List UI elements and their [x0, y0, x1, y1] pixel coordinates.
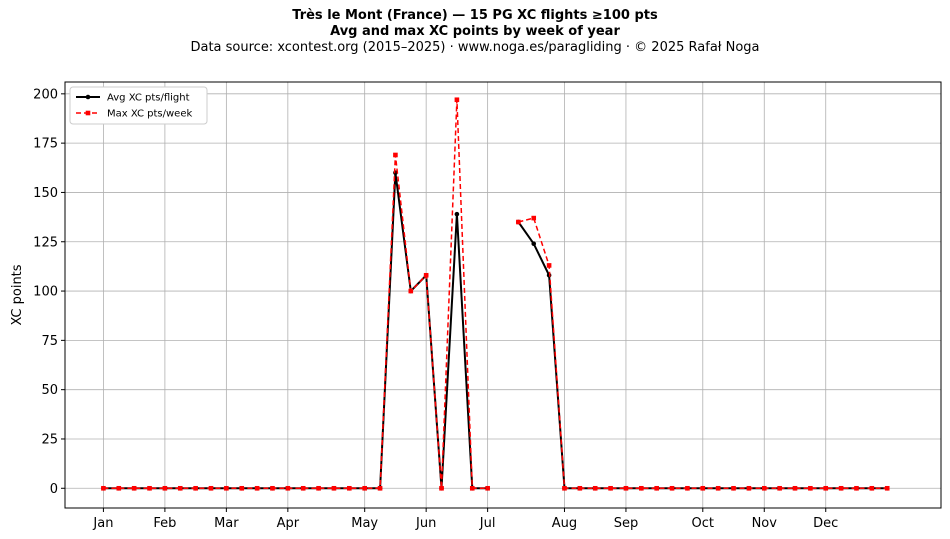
chart-source-note: Data source: xcontest.org (2015–2025) · …	[190, 40, 760, 55]
data-point	[746, 485, 752, 491]
data-point	[300, 485, 306, 491]
data-point	[239, 485, 245, 491]
data-point	[531, 241, 537, 247]
data-point	[377, 485, 383, 491]
data-point	[623, 485, 629, 491]
data-point	[654, 485, 659, 491]
x-tick-label: Mar	[214, 516, 239, 531]
data-point	[454, 97, 460, 103]
data-point	[777, 485, 782, 491]
data-point	[454, 211, 460, 217]
y-tick-label: 200	[33, 87, 58, 102]
data-point	[162, 485, 168, 491]
series-avg	[101, 170, 890, 491]
legend-label: Max XC pts/week	[107, 109, 192, 120]
data-point	[347, 485, 352, 491]
x-tick-label: Jan	[92, 516, 113, 531]
data-point	[208, 485, 214, 491]
y-axis-label: XC points	[10, 264, 25, 325]
x-tick-label: Nov	[752, 516, 778, 531]
series-line	[103, 99, 488, 490]
chart-title: Très le Mont (France) — 15 PG XC flights…	[292, 8, 658, 23]
data-point	[577, 485, 583, 491]
grid-lines	[65, 82, 941, 508]
y-tick-label: 0	[50, 482, 58, 497]
x-tick-label: Apr	[277, 516, 300, 531]
y-tick-label: 150	[33, 186, 58, 201]
legend-box	[69, 86, 208, 125]
data-point	[884, 485, 890, 491]
legend: Avg XC pts/flight Max XC pts/week	[69, 86, 208, 125]
x-tick-label: Jul	[479, 516, 496, 531]
legend-swatch-marker	[85, 110, 91, 116]
data-point	[669, 485, 675, 491]
data-point	[685, 485, 690, 491]
data-point	[177, 485, 183, 491]
data-point	[254, 485, 260, 491]
data-point	[731, 485, 736, 491]
x-tick-label: Oct	[692, 516, 714, 531]
y-tick-label: 25	[41, 432, 58, 447]
data-point	[546, 263, 552, 268]
plot-frame	[64, 81, 942, 509]
y-tick-label: 100	[33, 285, 58, 300]
data-point	[792, 485, 798, 491]
data-point	[608, 485, 613, 491]
legend-swatch-marker	[85, 94, 91, 100]
data-point	[393, 152, 398, 158]
data-point	[592, 485, 598, 491]
legend-label: Avg XC pts/flight	[107, 93, 190, 104]
data-point	[715, 485, 721, 491]
y-tick-label: 75	[41, 334, 58, 349]
data-point	[469, 485, 475, 491]
data-point	[362, 485, 367, 491]
data-point	[639, 485, 644, 491]
data-point	[531, 215, 537, 221]
data-point	[316, 485, 321, 491]
data-point	[270, 485, 275, 491]
x-tick-label: Dec	[813, 516, 838, 531]
data-point	[854, 485, 859, 491]
chart-titles: Très le Mont (France) — 15 PG XC flights…	[0, 8, 950, 56]
data-point	[408, 288, 414, 294]
series-max	[101, 97, 890, 491]
data-point	[116, 485, 122, 491]
series-layer	[101, 97, 890, 491]
chart-subtitle: Avg and max XC points by week of year	[330, 24, 620, 39]
data-point	[101, 485, 106, 491]
data-point	[224, 485, 229, 491]
y-tick-label: 175	[33, 137, 58, 152]
data-point	[423, 272, 429, 278]
data-point	[562, 485, 567, 491]
data-point	[485, 485, 490, 491]
data-point	[439, 485, 444, 491]
data-point	[147, 485, 152, 491]
data-point	[823, 485, 829, 491]
y-axis: 0 25 50 75 100 125 150 175 200	[33, 87, 65, 497]
x-tick-label: Jun	[415, 516, 436, 531]
data-point	[761, 485, 767, 491]
data-point	[838, 485, 844, 491]
x-axis: Jan Feb Mar Apr May Jun Jul Aug Sep Oct Nov Dec	[92, 508, 838, 531]
data-point	[808, 485, 813, 491]
data-point	[331, 485, 337, 491]
y-tick-label: 125	[33, 235, 58, 250]
x-tick-label: Sep	[614, 516, 639, 531]
data-point	[131, 485, 137, 491]
data-point	[516, 219, 521, 225]
data-point	[869, 485, 875, 491]
data-point	[193, 485, 198, 491]
data-point	[285, 485, 291, 491]
x-tick-label: Feb	[153, 516, 176, 531]
x-tick-label: May	[351, 516, 378, 531]
y-tick-label: 50	[41, 383, 58, 398]
x-tick-label: Aug	[552, 516, 577, 531]
data-point	[700, 485, 706, 491]
